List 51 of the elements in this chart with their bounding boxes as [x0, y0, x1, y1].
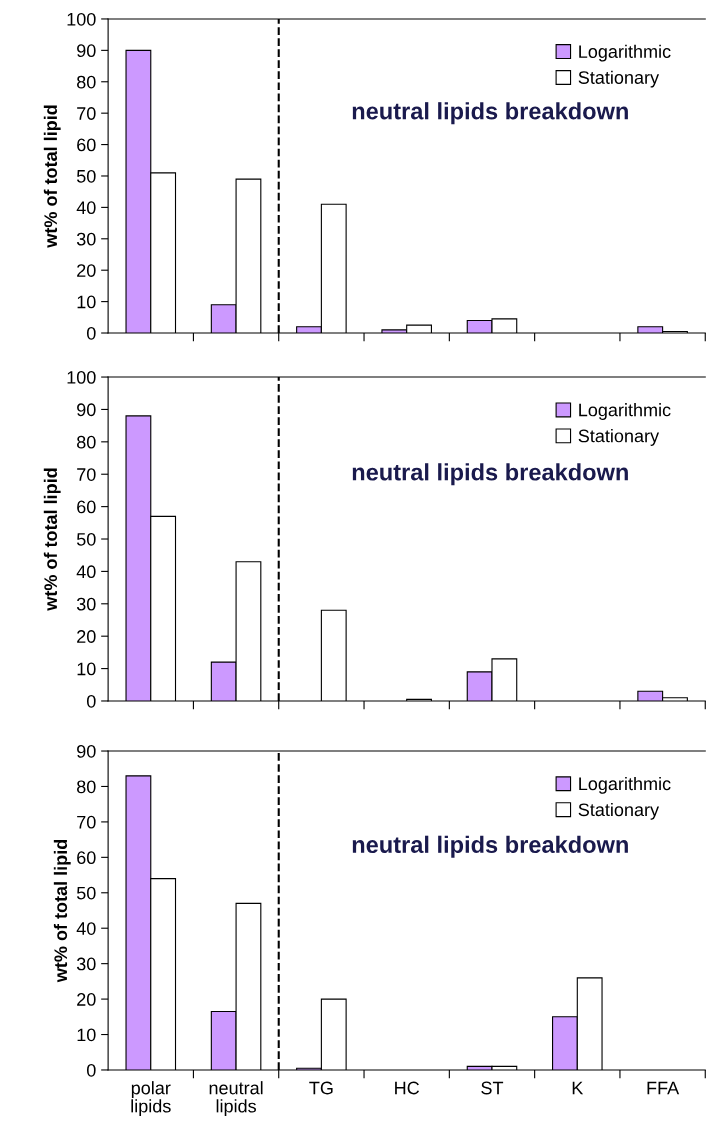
y-tick-label: 30: [76, 957, 96, 971]
x-tick-label: FFA: [647, 1081, 680, 1095]
y-tick-label: 40: [76, 922, 96, 935]
y-axis-title: wt% of total lipid: [43, 468, 61, 611]
y-tick-label: 10: [77, 1028, 96, 1042]
y-tick-label: 0: [86, 1063, 96, 1077]
y-tick-label: 80: [77, 780, 96, 794]
legend-label: Logarithmic: [579, 44, 671, 62]
x-tick-label: TG: [309, 1081, 333, 1095]
x-tick-label: ST: [481, 1081, 504, 1095]
y-tick-label: 90: [77, 44, 96, 58]
y-tick-label: 0: [86, 694, 96, 708]
y-tick-label: 30: [76, 597, 96, 611]
y-tick-label: 90: [77, 403, 96, 417]
y-tick-label: 90: [77, 744, 96, 758]
y-tick-label: 70: [77, 468, 96, 481]
x-tick-label: K: [572, 1081, 584, 1095]
annotation: neutral lipids breakdown: [352, 463, 628, 486]
x-tick-label: neutral lipids: [209, 1081, 263, 1117]
y-tick-label: 10: [77, 295, 96, 309]
y-tick-label: 40: [76, 201, 96, 215]
y-tick-label: 70: [77, 107, 96, 120]
legend-label: Logarithmic: [579, 403, 671, 420]
y-tick-label: 80: [77, 75, 96, 89]
y-axis-title: wt% of total lipid: [53, 839, 71, 983]
y-tick-label: 50: [76, 169, 96, 183]
y-tick-label: 80: [77, 435, 96, 449]
y-tick-label: 40: [76, 565, 96, 579]
annotation: neutral lipids breakdown: [352, 102, 628, 125]
legend-label: Stationary: [578, 70, 660, 88]
y-tick-label: 50: [76, 532, 96, 546]
x-tick-label: polar lipids: [131, 1081, 171, 1117]
y-tick-label: 100: [67, 12, 96, 26]
y-tick-label: 10: [77, 662, 96, 676]
annotation: neutral lipids breakdown: [352, 835, 628, 858]
y-tick-label: 0: [86, 326, 96, 340]
legend-label: Stationary: [578, 429, 660, 446]
y-tick-label: 60: [77, 138, 96, 152]
x-tick-label: HC: [395, 1081, 420, 1095]
legend-label: Logarithmic: [579, 776, 671, 794]
y-tick-label: 100: [67, 370, 96, 384]
y-tick-label: 70: [77, 815, 96, 829]
y-tick-label: 20: [77, 630, 96, 643]
y-axis-title: wt% of total lipid: [43, 105, 61, 248]
y-tick-label: 20: [77, 993, 96, 1006]
legend-label: Stationary: [578, 802, 660, 820]
y-tick-label: 50: [76, 886, 96, 900]
y-tick-label: 20: [77, 264, 96, 277]
y-tick-label: 30: [76, 232, 96, 246]
y-tick-label: 60: [77, 500, 96, 514]
y-tick-label: 60: [77, 851, 96, 865]
